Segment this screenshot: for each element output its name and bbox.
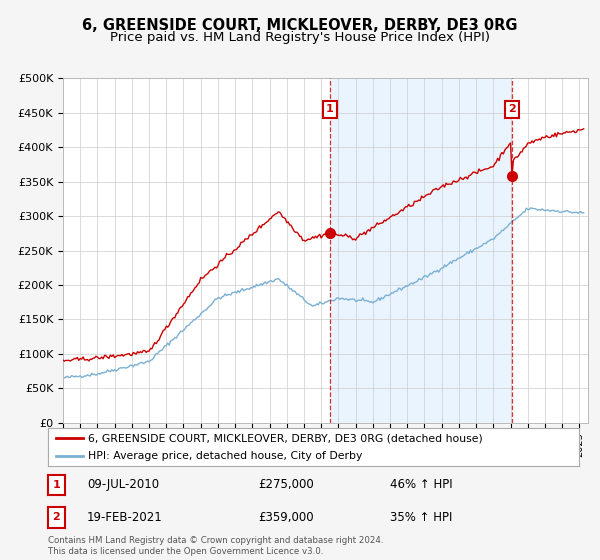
Text: HPI: Average price, detached house, City of Derby: HPI: Average price, detached house, City… bbox=[88, 451, 362, 461]
Text: £275,000: £275,000 bbox=[258, 478, 314, 492]
Bar bbox=[330, 78, 512, 423]
Text: 09-JUL-2010: 09-JUL-2010 bbox=[87, 478, 159, 492]
Text: 6, GREENSIDE COURT, MICKLEOVER, DERBY, DE3 0RG (detached house): 6, GREENSIDE COURT, MICKLEOVER, DERBY, D… bbox=[88, 433, 482, 443]
Text: Price paid vs. HM Land Registry's House Price Index (HPI): Price paid vs. HM Land Registry's House … bbox=[110, 31, 490, 44]
Text: 2: 2 bbox=[53, 512, 60, 522]
Text: 6, GREENSIDE COURT, MICKLEOVER, DERBY, DE3 0RG: 6, GREENSIDE COURT, MICKLEOVER, DERBY, D… bbox=[82, 18, 518, 33]
Text: 46% ↑ HPI: 46% ↑ HPI bbox=[390, 478, 452, 492]
Text: 19-FEB-2021: 19-FEB-2021 bbox=[87, 511, 163, 524]
Text: Contains HM Land Registry data © Crown copyright and database right 2024.
This d: Contains HM Land Registry data © Crown c… bbox=[48, 536, 383, 556]
Text: 2: 2 bbox=[508, 104, 516, 114]
Text: 1: 1 bbox=[326, 104, 334, 114]
Text: 35% ↑ HPI: 35% ↑ HPI bbox=[390, 511, 452, 524]
Text: 1: 1 bbox=[53, 480, 60, 490]
Text: £359,000: £359,000 bbox=[258, 511, 314, 524]
